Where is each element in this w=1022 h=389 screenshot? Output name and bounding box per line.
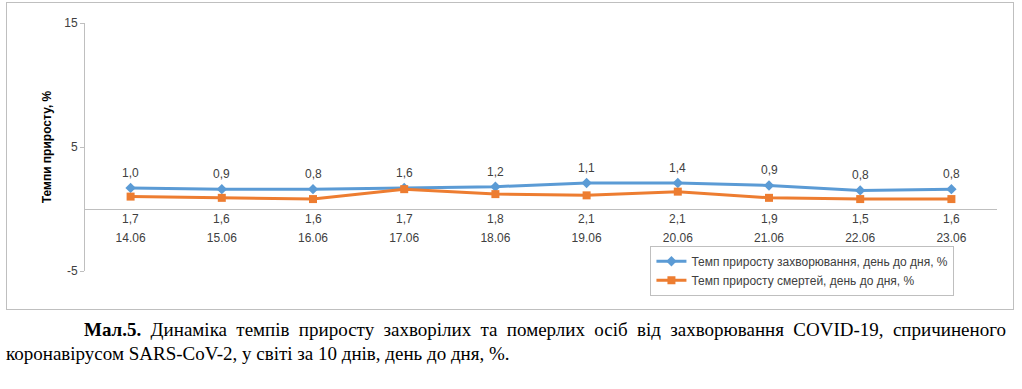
svg-text:1,7: 1,7 xyxy=(396,212,413,226)
svg-text:-5: -5 xyxy=(67,264,78,278)
svg-text:17.06: 17.06 xyxy=(389,231,419,245)
svg-text:0,9: 0,9 xyxy=(761,163,778,177)
svg-text:1,5: 1,5 xyxy=(852,212,869,226)
svg-text:1,6: 1,6 xyxy=(305,212,322,226)
svg-text:Темп приросту смертей, день до: Темп приросту смертей, день до дня, % xyxy=(691,274,914,288)
svg-text:23.06: 23.06 xyxy=(936,231,966,245)
svg-text:0,8: 0,8 xyxy=(852,168,869,182)
svg-text:21.06: 21.06 xyxy=(754,231,784,245)
svg-text:22.06: 22.06 xyxy=(845,231,875,245)
svg-text:1,8: 1,8 xyxy=(487,212,504,226)
svg-text:1,6: 1,6 xyxy=(213,212,230,226)
svg-text:16.06: 16.06 xyxy=(298,231,328,245)
svg-text:1,9: 1,9 xyxy=(761,212,778,226)
svg-text:18.06: 18.06 xyxy=(480,231,510,245)
svg-text:Темп приросту захворювання, де: Темп приросту захворювання, день до дня,… xyxy=(691,255,947,269)
svg-text:1,4: 1,4 xyxy=(669,161,686,175)
svg-text:1,2: 1,2 xyxy=(487,165,504,179)
svg-text:1,6: 1,6 xyxy=(943,212,960,226)
svg-text:2,1: 2,1 xyxy=(669,212,686,226)
svg-text:20.06: 20.06 xyxy=(663,231,693,245)
svg-text:0,8: 0,8 xyxy=(305,167,322,181)
svg-text:15.06: 15.06 xyxy=(207,231,237,245)
svg-text:1,1: 1,1 xyxy=(578,161,595,175)
svg-text:Темпи приросту, %: Темпи приросту, % xyxy=(40,90,54,203)
html-text:Мал.5.: Мал.5. xyxy=(84,319,142,340)
svg-text:5: 5 xyxy=(71,140,78,154)
svg-text:19.06: 19.06 xyxy=(572,231,602,245)
svg-text:1,7: 1,7 xyxy=(122,212,139,226)
svg-text:0,8: 0,8 xyxy=(943,167,960,181)
svg-text:15: 15 xyxy=(64,16,78,30)
svg-text:14.06: 14.06 xyxy=(116,231,146,245)
svg-text:2,1: 2,1 xyxy=(578,212,595,226)
svg-text:0,9: 0,9 xyxy=(213,167,230,181)
svg-text:1,0: 1,0 xyxy=(122,166,139,180)
svg-text:1,6: 1,6 xyxy=(396,166,413,180)
html-text:Динаміка темпів приросту захво: Динаміка темпів приросту захворілих та п… xyxy=(6,319,1006,364)
